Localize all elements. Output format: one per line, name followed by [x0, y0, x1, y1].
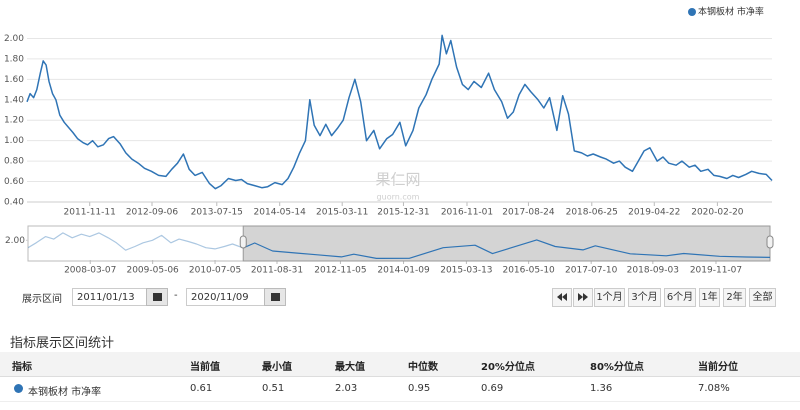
table-cell: 0.69 [481, 383, 504, 394]
table-header-bg [0, 352, 800, 377]
x-tick-label: 2020-02-20 [691, 208, 744, 218]
watermark: 果仁网 [375, 171, 420, 189]
x-tick-label: 2019-04-22 [628, 208, 680, 218]
table-header-cell: 20%分位点 [481, 362, 535, 373]
table-cell: 1.36 [590, 383, 613, 394]
prev-button[interactable] [552, 288, 572, 307]
range-button[interactable]: 1年 [699, 288, 720, 307]
next-button[interactable] [573, 288, 593, 307]
x-tick-label: 2014-01-09 [377, 266, 430, 276]
series-line [26, 34, 773, 190]
range-button[interactable]: 全部 [749, 288, 776, 307]
table-header-cell: 当前分位 [698, 362, 738, 373]
calendar-icon [271, 293, 280, 301]
y-tick-label: 1.80 [4, 54, 24, 64]
table-header-cell: 最大值 [335, 362, 365, 373]
chart: 0.40 0.60 0.80 1.00 1.20 1.40 1.60 1.80 2.00 2011… [4, 6, 774, 276]
range-button[interactable]: 3个月 [628, 288, 661, 307]
range-button[interactable]: 6个月 [664, 288, 696, 307]
calendar-button[interactable] [264, 288, 286, 306]
range-label: 展示区间 [22, 294, 62, 305]
x-tick-label: 2012-09-06 [126, 208, 179, 218]
x-tick-label: 2012-11-05 [314, 266, 366, 276]
range-separator: - [174, 290, 178, 301]
navigator-selection [242, 225, 771, 262]
y-tick-label: 1.20 [4, 116, 24, 126]
watermark: guorn.com [377, 193, 420, 202]
x-tick-label: 2011-11-11 [64, 208, 116, 218]
x-tick-label: 2016-05-10 [502, 266, 555, 276]
legend-label: 本钢板材 市净率 [698, 6, 764, 18]
x-tick-label: 2013-07-15 [191, 208, 243, 218]
x-tick-label: 2010-07-05 [189, 266, 241, 276]
navigator-handle [766, 235, 774, 249]
x-tick-label: 2011-08-31 [251, 266, 303, 276]
x-tick-label: 2015-12-31 [377, 208, 429, 218]
y-tick-label: 0.80 [4, 157, 24, 167]
y-tick-label: 1.40 [4, 95, 24, 105]
calendar-button[interactable] [146, 288, 168, 306]
x-tick-label: 2015-03-11 [316, 208, 368, 218]
stats-title: 指标展示区间统计 [10, 336, 115, 351]
x-tick-label: 2019-11-07 [690, 266, 742, 276]
range-button[interactable]: 2年 [723, 288, 746, 307]
table-row-bg [0, 377, 800, 402]
table-cell: 本钢板材 市净率 [28, 387, 102, 398]
x-tick-label: 2018-06-25 [566, 208, 618, 218]
x-tick-label: 2018-09-03 [627, 266, 679, 276]
table-header-cell: 最小值 [262, 362, 292, 373]
table-header-cell: 当前值 [190, 362, 220, 373]
x-tick-label: 2009-05-06 [126, 266, 179, 276]
next-icon [578, 293, 588, 301]
y-tick-label: 2.00 [4, 34, 24, 44]
legend-marker [688, 8, 696, 16]
x-tick-label: 2008-03-07 [64, 266, 116, 276]
y-tick-label: 0.40 [4, 198, 24, 208]
series-line [28, 232, 770, 259]
navigator-handle [239, 235, 247, 249]
y-tick-label: 1.00 [4, 136, 24, 146]
table-cell: 2.03 [335, 383, 358, 394]
y-tick-label: 2.00 [5, 236, 25, 246]
table-cell: 0.61 [190, 383, 213, 394]
range-button[interactable]: 1个月 [594, 288, 625, 307]
table-cell: 0.51 [262, 383, 285, 394]
x-tick-label: 2015-03-13 [440, 266, 492, 276]
prev-icon [557, 293, 567, 301]
table-cell: 7.08% [698, 383, 730, 394]
table-cell: 0.95 [408, 383, 431, 394]
table-header-cell: 中位数 [408, 362, 438, 373]
x-tick-label: 2017-07-10 [565, 266, 618, 276]
y-tick-label: 0.60 [4, 177, 24, 187]
x-tick-label: 2014-05-14 [254, 208, 307, 218]
table-header-cell: 指标 [12, 362, 32, 373]
table-header-cell: 80%分位点 [590, 362, 644, 373]
y-tick-label: 1.60 [4, 75, 24, 85]
series-dot [14, 384, 23, 393]
calendar-icon [153, 293, 162, 301]
x-tick-label: 2017-08-24 [502, 208, 555, 218]
x-tick-label: 2016-11-01 [441, 208, 493, 218]
